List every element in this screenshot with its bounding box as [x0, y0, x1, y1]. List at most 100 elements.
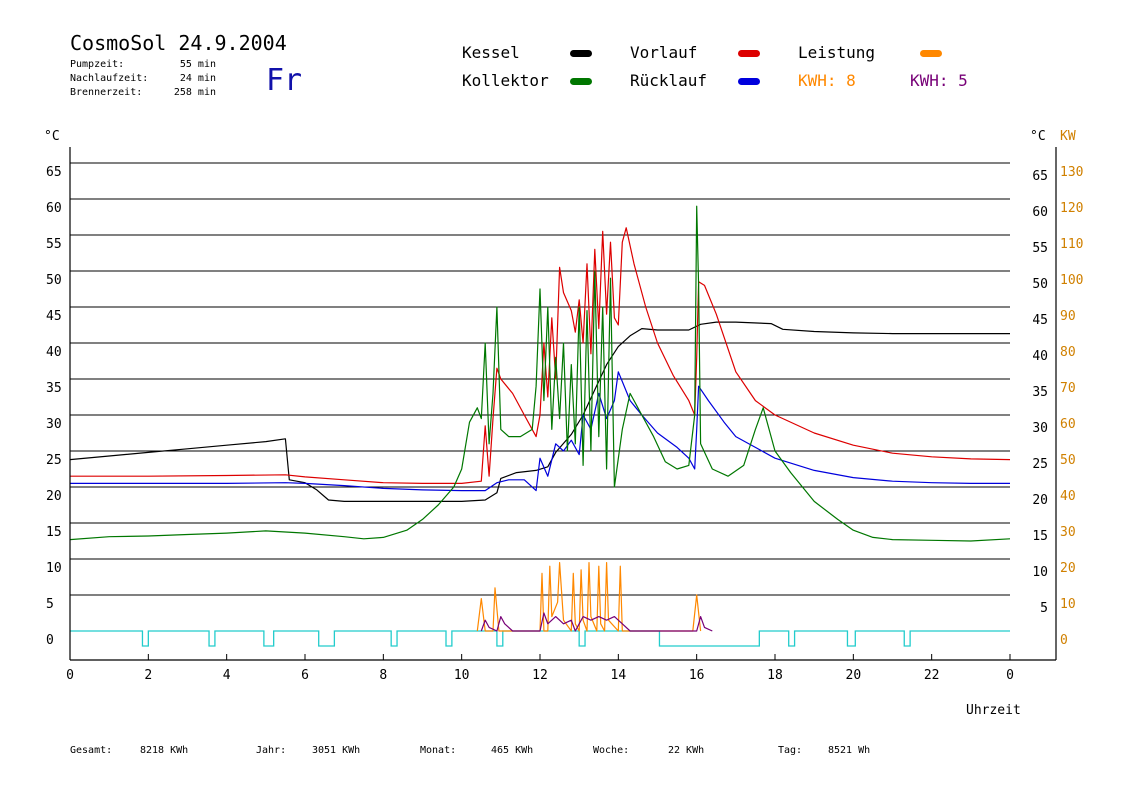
series-line-leistung [476, 561, 702, 632]
legend-swatch-kollektor [570, 78, 592, 85]
legend-label-ruecklauf: Rücklauf [630, 71, 707, 90]
y-tick-right-temp-label: 15 [1032, 529, 1048, 544]
footer-label-tag: Tag: [778, 745, 802, 756]
y-tick-left-label: 10 [46, 561, 62, 576]
legend-swatch-kessel [570, 50, 592, 57]
y-tick-left-label: 25 [46, 453, 62, 468]
y-tick-right-power-label: 30 [1060, 525, 1076, 540]
y-tick-right-temp-label: 5 [1040, 601, 1048, 616]
y-tick-right-temp-label: 65 [1032, 169, 1048, 184]
y-tick-left-label: 45 [46, 309, 62, 324]
stat-label-brennerzeit: Brennerzeit: [70, 87, 142, 98]
legend-swatch-vorlauf [738, 50, 760, 57]
y-tick-left-label: 5 [46, 597, 54, 612]
series-line-vorlauf [70, 227, 1011, 484]
series-lines [69, 205, 1011, 632]
y-tick-right-power-label: 50 [1060, 453, 1076, 468]
series-line-rcklauf [70, 371, 1010, 492]
legend-label-kessel: Kessel [462, 43, 520, 62]
stat-value-brennerzeit: 258 min [174, 87, 216, 98]
y-tick-right-temp-label: 50 [1032, 277, 1048, 292]
footer-value-jahr: 3051 KWh [312, 745, 360, 756]
stat-value-pumpzeit: 55 min [180, 59, 216, 70]
y-tick-right-temp-label: 30 [1032, 421, 1048, 436]
legend-label-vorlauf: Vorlauf [630, 43, 697, 62]
x-tick-label: 18 [767, 668, 783, 683]
footer-value-woche: 22 KWh [668, 745, 704, 756]
x-tick-label: 22 [924, 668, 940, 683]
legend: Kessel Vorlauf Leistung Kollektor Rückla… [462, 43, 968, 90]
y-tick-left-label: 15 [46, 525, 62, 540]
chart-title: CosmoSol 24.9.2004 [70, 31, 287, 55]
legend-swatch-ruecklauf [738, 78, 760, 85]
legend-swatch-leistung [920, 50, 942, 57]
y-tick-left-label: 30 [46, 417, 62, 432]
x-tick-label: 8 [379, 668, 387, 683]
y-tick-right-temp-label: 55 [1032, 241, 1048, 256]
x-tick-label: 0 [66, 668, 74, 683]
axes [69, 147, 1057, 661]
series-line-kwh [480, 612, 713, 632]
y-tick-right-power-label: 20 [1060, 561, 1076, 576]
y-tick-left-label: 65 [46, 165, 62, 180]
x-tick-label: 12 [532, 668, 548, 683]
x-tick-label: 10 [454, 668, 470, 683]
y-tick-right-temp-label: 40 [1032, 349, 1048, 364]
y-axis-right-power-ticks: 0 10 20 30 40 50 60 70 80 90 100 110 120 130 [1060, 165, 1083, 648]
footer-totals: Gesamt: 8218 KWh Jahr: 3051 KWh Monat: 4… [70, 745, 870, 756]
y-tick-left-label: 60 [46, 201, 62, 216]
y-axis-right-temp-ticks: 5 10 15 20 25 30 35 40 45 50 55 60 65 [1032, 169, 1048, 616]
y-tick-right-power-label: 110 [1060, 237, 1083, 252]
right-unit-power-label: KW [1060, 129, 1076, 144]
stat-label-pumpzeit: Pumpzeit: [70, 59, 124, 70]
y-tick-right-temp-label: 10 [1032, 565, 1048, 580]
y-tick-right-power-label: 90 [1060, 309, 1076, 324]
pump-pulses [70, 630, 1010, 647]
kwh-label-purple: KWH: 5 [910, 71, 968, 90]
kwh-value-orange: 8 [846, 71, 856, 90]
footer-label-jahr: Jahr: [256, 745, 286, 756]
x-tick-label: 4 [223, 668, 231, 683]
y-tick-right-temp-label: 45 [1032, 313, 1048, 328]
stat-label-nachlaufzeit: Nachlaufzeit: [70, 73, 148, 84]
x-tick-label: 16 [689, 668, 705, 683]
footer-value-monat: 465 KWh [491, 745, 533, 756]
y-tick-left-label: 40 [46, 345, 62, 360]
y-tick-left-label: 35 [46, 381, 62, 396]
y-tick-right-power-label: 100 [1060, 273, 1083, 288]
y-tick-right-power-label: 120 [1060, 201, 1083, 216]
footer-label-monat: Monat: [420, 745, 456, 756]
kwh-value-purple: 5 [958, 71, 968, 90]
footer-value-gesamt: 8218 KWh [140, 745, 188, 756]
y-axis-left-ticks: 0 5 10 15 20 25 30 35 40 45 50 55 60 65 [46, 165, 62, 648]
kwh-label-purple-text: KWH: [910, 71, 949, 90]
kwh-label-orange-text: KWH: [798, 71, 837, 90]
y-tick-left-label: 55 [46, 237, 62, 252]
kwh-label-orange: KWH: 8 [798, 71, 856, 90]
pump-pulse-line [70, 630, 1010, 647]
legend-label-kollektor: Kollektor [462, 71, 549, 90]
x-axis-label: Uhrzeit [966, 703, 1021, 718]
y-tick-right-temp-label: 25 [1032, 457, 1048, 472]
x-axis-ticks: 0 2 4 6 8 10 12 14 16 18 20 22 0 [66, 654, 1014, 683]
header-stats: Pumpzeit: 55 min Nachlaufzeit: 24 min Br… [70, 59, 216, 98]
y-tick-right-power-label: 70 [1060, 381, 1076, 396]
x-tick-label: 14 [611, 668, 627, 683]
y-tick-right-power-label: 60 [1060, 417, 1076, 432]
x-tick-label: 20 [846, 668, 862, 683]
left-unit-label: °C [44, 129, 60, 144]
footer-label-woche: Woche: [593, 745, 629, 756]
x-tick-label: 2 [144, 668, 152, 683]
y-tick-right-power-label: 130 [1060, 165, 1083, 180]
y-tick-right-power-label: 10 [1060, 597, 1076, 612]
y-tick-right-temp-label: 35 [1032, 385, 1048, 400]
footer-value-tag: 8521 Wh [828, 745, 870, 756]
y-tick-right-power-label: 80 [1060, 345, 1076, 360]
y-tick-left-label: 0 [46, 633, 54, 648]
series-line-kollektor [69, 205, 1011, 542]
weekday-label: Fr [266, 63, 302, 98]
y-tick-right-power-label: 40 [1060, 489, 1076, 504]
y-tick-right-temp-label: 20 [1032, 493, 1048, 508]
y-tick-right-temp-label: 60 [1032, 205, 1048, 220]
x-tick-label: 6 [301, 668, 309, 683]
